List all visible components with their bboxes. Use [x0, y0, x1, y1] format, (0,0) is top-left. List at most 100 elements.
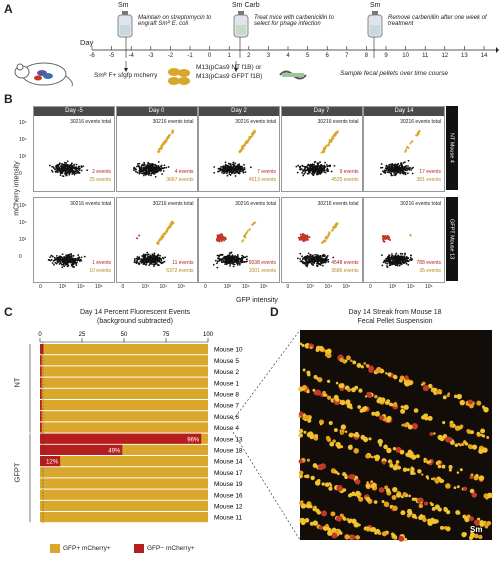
flow-event-gold: [405, 148, 408, 151]
bar-gold: [40, 366, 208, 377]
flow-event: [157, 165, 160, 168]
flow-event-gold: [249, 135, 252, 138]
colony-gold: [386, 399, 391, 404]
colony-gold: [437, 460, 441, 464]
colony-gold: [411, 513, 417, 519]
colony-gold: [401, 423, 405, 427]
flow-row-tab: NT Mouse 4: [445, 106, 458, 190]
flow-event: [51, 171, 54, 173]
colony-gold: [420, 514, 423, 517]
flow-event: [78, 169, 81, 172]
flow-event: [238, 263, 241, 266]
flow-ytick: 10³: [19, 154, 27, 160]
flow-event: [228, 252, 231, 254]
flow-panel: 30216 events total 5038 events 1001 events: [198, 197, 280, 283]
bar-category-label: Mouse 14: [214, 459, 243, 466]
colony-gold: [315, 376, 319, 380]
flow-event: [296, 257, 299, 260]
flow-event: [218, 260, 220, 262]
flow-event: [56, 164, 59, 166]
colony-gold: [329, 441, 335, 447]
flow-event-gold: [327, 231, 330, 234]
colony-gold: [383, 444, 388, 450]
flow-event: [152, 265, 155, 267]
flow-event: [73, 258, 76, 260]
flow-event: [144, 255, 146, 257]
flow-event: [221, 171, 223, 174]
flow-event: [227, 162, 230, 165]
colony-red: [321, 510, 328, 517]
flow-event-gold: [161, 236, 164, 239]
flow-row-tab: GFPT Mouse 13: [445, 197, 458, 281]
flow-event: [146, 161, 149, 164]
flow-event: [230, 251, 233, 254]
colony-gold: [366, 481, 369, 484]
flow-red-count: 7 events: [257, 169, 276, 175]
flow-event: [307, 252, 310, 255]
phage-label-1: M13(pCas9 NT f1B) or: [196, 64, 262, 71]
flow-event-gold: [159, 238, 162, 241]
flow-event: [396, 167, 399, 169]
flow-event: [305, 265, 308, 268]
colony-gold: [353, 448, 359, 454]
colony-gold: [427, 415, 433, 421]
flow-event: [221, 165, 224, 168]
flow-event: [155, 258, 158, 261]
flow-xtick: 10⁵: [95, 284, 103, 290]
flow-scatter: [380, 233, 413, 269]
colony-gold: [407, 424, 413, 430]
flow-event: [142, 169, 144, 171]
flow-total: 30216 events total: [152, 119, 194, 125]
colony-gold: [352, 360, 357, 365]
flow-event: [77, 257, 80, 260]
bar-category-label: Mouse 19: [214, 481, 243, 488]
flow-event-gold: [157, 242, 160, 245]
flow-event-gold: [323, 147, 326, 150]
flow-scatter: [48, 160, 89, 178]
flow-event-gold: [155, 241, 158, 244]
flow-event: [56, 169, 59, 172]
bar-gold: [40, 467, 208, 478]
flow-event: [70, 256, 73, 258]
colony-gold: [330, 511, 336, 517]
colony-gold: [321, 482, 325, 486]
bar-gold: [40, 400, 208, 411]
flow-panel: Day 2 30216 events total 7 events 4513 even…: [198, 106, 280, 192]
flow-event-red: [220, 238, 223, 241]
flow-event: [225, 260, 227, 263]
flow-panel: Day -5 30216 events total 2 events 25 event…: [33, 106, 115, 192]
flow-event: [135, 165, 138, 168]
colony-gold: [413, 408, 419, 413]
flow-xtick: 10⁵: [177, 284, 186, 290]
flow-event: [216, 257, 219, 260]
flow-event-gold: [243, 142, 246, 145]
sample-label: Sample fecal pellets over time course: [340, 70, 449, 77]
flow-event: [55, 254, 58, 257]
flow-event-gold: [241, 145, 244, 148]
flow-event: [63, 256, 66, 258]
flow-event: [61, 258, 64, 261]
flow-event: [143, 257, 146, 260]
flow-event: [311, 264, 314, 266]
flow-event: [62, 263, 65, 266]
flow-event: [142, 263, 144, 265]
flow-event: [229, 264, 231, 267]
colony-gold: [373, 500, 378, 504]
flow-event: [330, 170, 333, 173]
flow-event: [139, 168, 141, 171]
flow-xtick: 10³: [141, 284, 149, 290]
flow-event: [150, 169, 153, 171]
flow-event: [317, 162, 319, 165]
flow-red-count: 1 events: [92, 260, 111, 266]
flow-event-gold: [327, 233, 330, 236]
bar-axis-tick-label: 0: [38, 332, 42, 338]
flow-xtick: 0: [39, 284, 42, 290]
flow-event: [72, 258, 74, 261]
flow-event: [58, 259, 60, 262]
flow-event: [225, 164, 228, 167]
micro-title-2: Fecal Pellet Suspension: [357, 318, 433, 325]
colony-gold: [474, 533, 479, 539]
flow-event-red: [221, 233, 224, 236]
flow-event: [77, 254, 80, 256]
flow-gold-count: 1001 events: [248, 268, 276, 274]
